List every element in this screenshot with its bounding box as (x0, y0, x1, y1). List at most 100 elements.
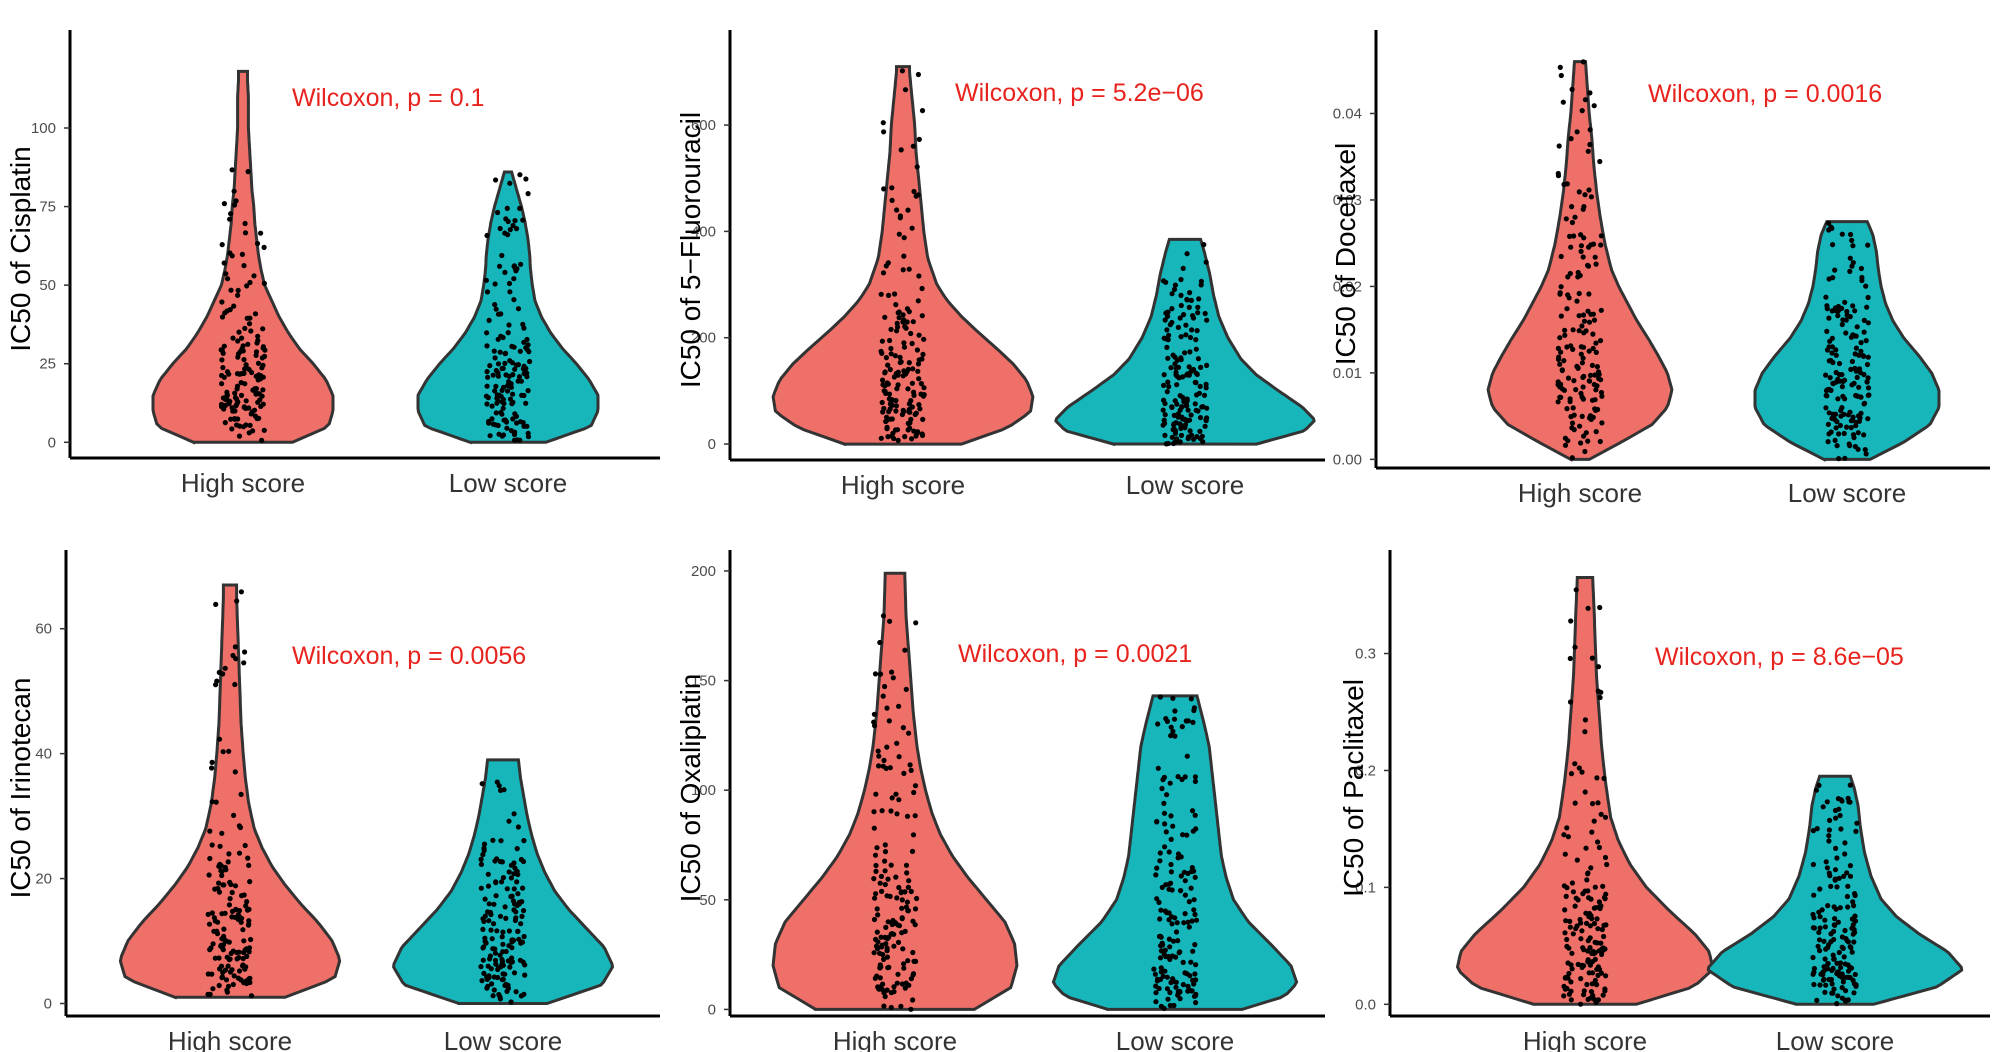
data-point (1830, 242, 1836, 248)
data-point (1822, 917, 1828, 923)
data-point (521, 991, 527, 997)
data-point (1587, 127, 1593, 133)
data-point (1845, 795, 1851, 801)
data-point (884, 744, 890, 750)
data-point (881, 757, 887, 764)
data-point (889, 185, 895, 191)
data-point (1826, 220, 1832, 226)
data-point (913, 958, 919, 965)
data-point (902, 647, 908, 653)
data-point (1602, 854, 1609, 861)
data-point (220, 365, 226, 371)
y-tick-label: 0.1 (1355, 879, 1376, 896)
data-point (507, 964, 513, 970)
data-point (882, 383, 888, 389)
data-point (1865, 392, 1871, 398)
data-point (893, 408, 899, 414)
data-point (1841, 411, 1847, 417)
data-point (236, 823, 242, 829)
data-point (520, 217, 526, 223)
data-point (1816, 937, 1823, 943)
data-point (900, 312, 906, 318)
data-point (503, 981, 509, 987)
data-point (889, 669, 895, 675)
data-point (1576, 765, 1582, 771)
data-point (1158, 965, 1164, 971)
data-point (262, 347, 268, 353)
data-point (1162, 412, 1168, 418)
data-point (1153, 990, 1159, 996)
data-point (1570, 405, 1576, 411)
data-point (497, 858, 503, 865)
data-point (233, 198, 239, 204)
data-point (1834, 1001, 1840, 1007)
data-point (232, 769, 238, 775)
data-point (1197, 428, 1203, 434)
data-point (918, 381, 925, 387)
data-point (871, 825, 877, 831)
data-point (501, 787, 507, 793)
data-point (243, 422, 249, 428)
data-point (886, 718, 892, 724)
data-point (1595, 926, 1601, 932)
data-point (899, 930, 905, 936)
data-point (511, 970, 518, 976)
data-point (491, 921, 497, 927)
data-point (892, 291, 898, 297)
data-point (1164, 974, 1170, 980)
data-point (906, 982, 912, 988)
data-point (1585, 438, 1591, 444)
data-point (908, 888, 914, 895)
data-point (1187, 349, 1193, 355)
data-point (901, 368, 907, 374)
data-point (882, 683, 888, 690)
data-point (1817, 948, 1823, 954)
data-point (892, 427, 899, 433)
data-point (1603, 973, 1609, 979)
data-point (1839, 384, 1845, 390)
data-point (884, 424, 890, 430)
data-point (1589, 829, 1595, 835)
data-point (261, 244, 267, 250)
data-point (1850, 977, 1856, 984)
data-point (492, 281, 498, 287)
data-point (1184, 753, 1190, 759)
data-point (1845, 904, 1851, 910)
data-point (208, 945, 214, 951)
data-point (1561, 181, 1567, 188)
data-point (259, 437, 265, 443)
data-point (884, 987, 890, 993)
data-point (1195, 356, 1201, 362)
data-point (1569, 950, 1575, 956)
data-point (259, 355, 265, 361)
data-point (1851, 927, 1857, 933)
data-point (1847, 255, 1853, 261)
data-point (1848, 425, 1854, 431)
data-point (1170, 728, 1176, 735)
data-point (1194, 328, 1200, 334)
data-point (216, 982, 222, 989)
data-point (232, 883, 239, 889)
data-point (1562, 851, 1568, 857)
data-point (511, 901, 518, 907)
data-point (1586, 187, 1592, 193)
data-point (525, 388, 531, 394)
data-point (489, 936, 495, 942)
y-tick-label: 0 (708, 436, 716, 453)
data-point (512, 218, 518, 224)
data-point (879, 944, 885, 950)
data-point (233, 403, 239, 409)
data-point (912, 906, 919, 912)
data-point (225, 963, 231, 969)
data-point (1579, 323, 1585, 329)
data-point (1567, 699, 1574, 705)
data-point (1850, 432, 1857, 438)
data-point (878, 291, 884, 297)
data-point (878, 435, 884, 441)
data-point (1173, 954, 1179, 960)
data-point (1591, 317, 1598, 323)
data-point (1200, 404, 1206, 410)
data-point (241, 938, 247, 944)
data-point (1167, 944, 1173, 950)
data-point (246, 366, 252, 373)
